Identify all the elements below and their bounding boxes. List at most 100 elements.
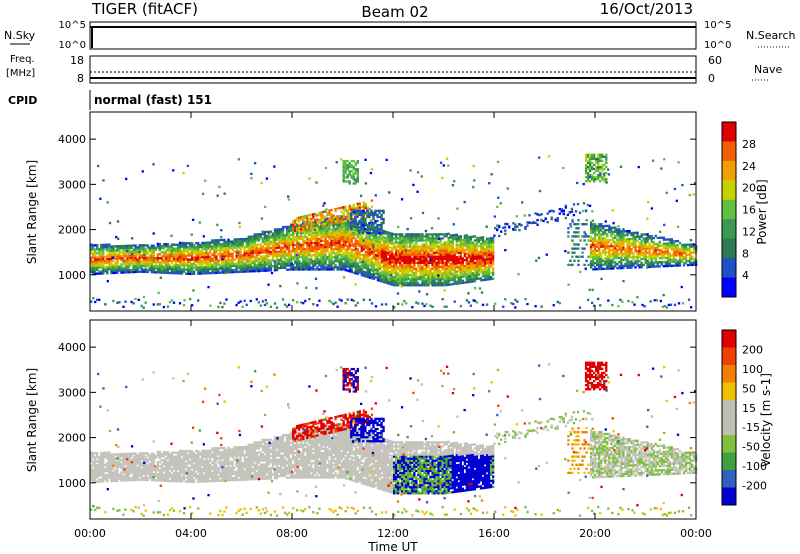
power-cell xyxy=(491,245,495,248)
power-cell xyxy=(395,275,398,279)
power-cell xyxy=(211,271,214,275)
power-cell xyxy=(356,170,359,173)
power-cell xyxy=(322,264,325,267)
power-cell xyxy=(610,259,613,262)
power-cell xyxy=(386,239,390,242)
power-cell xyxy=(140,264,143,267)
power-cell xyxy=(589,249,593,253)
power-cell xyxy=(334,266,337,269)
power-cell xyxy=(265,234,269,238)
power-cell xyxy=(481,270,485,274)
power-cell xyxy=(247,249,250,253)
power-cell xyxy=(411,280,414,283)
power-cell xyxy=(459,255,462,258)
power-cell xyxy=(110,261,113,265)
power-cell xyxy=(652,247,655,250)
power-cell xyxy=(421,245,424,248)
power-cell xyxy=(588,165,592,169)
power-cell xyxy=(304,233,307,236)
power-cell xyxy=(666,238,670,241)
power-cell xyxy=(401,269,404,273)
power-cell xyxy=(585,235,588,238)
power-cell xyxy=(467,280,471,284)
power-cell xyxy=(330,249,333,253)
power-cell xyxy=(662,242,665,245)
power-cell xyxy=(350,223,353,227)
power-cell xyxy=(241,254,244,257)
power-cell xyxy=(267,248,271,252)
power-cell xyxy=(415,273,418,277)
power-cell xyxy=(162,255,166,258)
power-cell xyxy=(684,253,688,257)
power-cell xyxy=(612,246,615,250)
power-cell xyxy=(634,235,637,239)
power-cell xyxy=(263,257,267,260)
power-cell xyxy=(433,245,436,248)
power-cell xyxy=(378,243,382,246)
power-cell xyxy=(306,262,309,265)
power-cell xyxy=(225,259,228,262)
power-cell xyxy=(457,255,460,259)
power-cell xyxy=(352,271,355,274)
power-cell xyxy=(197,252,200,255)
power-cell xyxy=(352,234,355,238)
power-cell xyxy=(596,261,599,265)
power-cell xyxy=(344,266,347,270)
power-cell xyxy=(648,235,651,238)
power-cell xyxy=(322,243,325,247)
power-cell xyxy=(100,266,103,269)
power-cell xyxy=(322,260,325,263)
power-cell xyxy=(455,270,458,273)
power-cell xyxy=(439,257,442,260)
power-cell xyxy=(469,252,473,255)
power-cell xyxy=(287,231,291,235)
power-cell xyxy=(203,255,206,259)
power-cell xyxy=(384,251,388,254)
power-cell xyxy=(354,223,357,226)
power-cell xyxy=(475,271,479,274)
power-cell xyxy=(447,265,450,268)
power-cell xyxy=(366,243,370,246)
power-cell xyxy=(281,242,285,245)
power-cell xyxy=(245,241,248,245)
power-cell xyxy=(575,235,578,238)
power-cell xyxy=(130,260,133,264)
power-cell xyxy=(176,255,180,259)
power-cell xyxy=(608,249,611,252)
power-cell xyxy=(668,256,672,259)
power-cell xyxy=(292,221,295,225)
power-cell xyxy=(589,251,593,255)
power-cell xyxy=(275,238,279,241)
power-cell xyxy=(130,254,133,258)
power-cell xyxy=(332,256,335,259)
power-cell xyxy=(666,252,670,255)
power-cell xyxy=(465,258,469,262)
power-cell xyxy=(215,261,218,264)
power-cell xyxy=(302,245,305,249)
power-cell xyxy=(281,234,285,237)
power-cell xyxy=(342,243,345,247)
power-cell xyxy=(205,241,208,244)
power-cell xyxy=(601,165,604,169)
power-cell xyxy=(172,259,176,263)
power-cell xyxy=(269,263,273,266)
power-cell xyxy=(340,210,343,213)
power-cell xyxy=(567,263,570,267)
power-cell xyxy=(469,278,473,281)
power-cell xyxy=(275,232,279,235)
power-cell xyxy=(174,263,178,267)
power-cell xyxy=(300,223,303,226)
power-cell xyxy=(314,260,317,263)
power-cell xyxy=(636,258,639,261)
power-cell xyxy=(692,263,696,266)
power-cell xyxy=(356,242,359,245)
power-cell xyxy=(405,243,408,246)
power-cell xyxy=(481,272,485,276)
power-cell xyxy=(269,246,273,250)
power-cell xyxy=(342,264,345,267)
power-cell xyxy=(186,242,190,245)
power-cell xyxy=(122,271,125,274)
power-cell xyxy=(122,263,125,266)
power-cell xyxy=(598,227,601,230)
power-cell xyxy=(253,245,256,248)
